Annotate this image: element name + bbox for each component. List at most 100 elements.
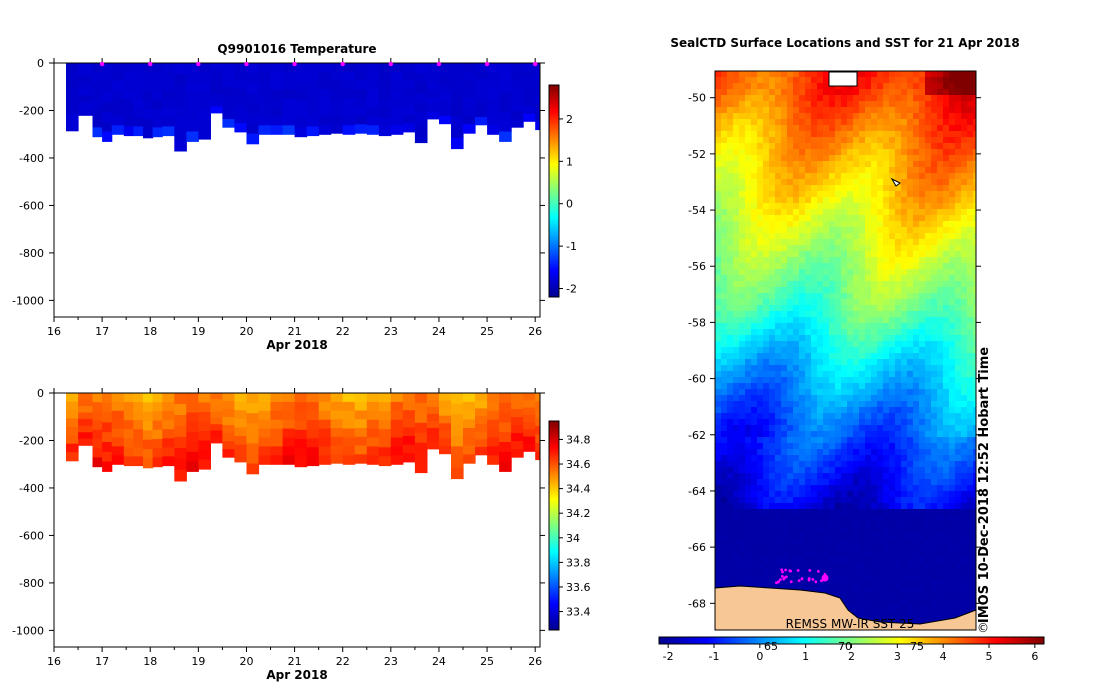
sst-cell [739,569,746,576]
sst-cell [799,329,806,336]
sst-cell [853,611,860,618]
sst-cell [967,305,974,312]
sst-cell [847,335,854,342]
sst-cell [943,275,950,282]
sst-cell [931,539,938,546]
sst-cell [775,551,782,558]
sst-cell [733,407,740,414]
sst-cell [907,419,914,426]
sst-cell [739,221,746,228]
sst-cell [961,251,968,258]
x-tick-label: 20 [239,325,253,338]
sst-cell [931,371,938,378]
sst-cell [871,383,878,390]
sst-cell [829,107,836,114]
sst-cell [961,587,968,594]
sst-cell [817,239,824,246]
sst-cell [853,389,860,396]
sst-cell [847,233,854,240]
sst-cell [745,377,752,384]
sst-cell [877,587,884,594]
sst-cell [781,401,788,408]
sst-cell [733,257,740,264]
sst-cell [919,425,926,432]
sst-cell [853,515,860,522]
profile-cell [123,117,134,127]
sst-cell [763,269,770,276]
sst-cell [919,563,926,570]
sst-cell [949,161,956,168]
sst-cell [937,95,944,102]
sst-cell [883,455,890,462]
profile-cell [306,117,320,127]
sst-cell [823,347,830,354]
sst-cell [865,317,872,324]
sst-cell [865,167,872,174]
sst-cell [973,587,977,594]
sst-cell [751,521,758,528]
sst-cell [889,77,896,84]
sst-cell [781,359,788,366]
sst-cell [949,569,956,576]
sst-cell [919,221,926,228]
sst-cell [847,491,854,498]
sst-cell [835,425,842,432]
sst-cell [781,95,788,102]
sst-cell [841,509,848,516]
sst-cell [853,359,860,366]
sst-cell [871,83,878,90]
sst-cell [793,317,800,324]
profile-cell [523,400,536,409]
sst-cell [823,509,830,516]
surface-marker [196,61,201,67]
sst-cell [871,137,878,144]
sst-cell [889,389,896,396]
sst-cell [787,341,794,348]
sst-cell [895,383,902,390]
sst-cell [781,485,788,492]
sst-cell [889,167,896,174]
sst-cell [871,209,878,216]
sst-cell [901,329,908,336]
sst-cell [727,455,734,462]
sst-cell [817,215,824,222]
sst-cell [889,353,896,360]
sst-cell [877,593,884,600]
sst-cell [973,95,977,102]
sst-cell [889,407,896,414]
sst-cell [961,287,968,294]
sst-cell [853,371,860,378]
sst-cell [931,293,938,300]
sst-cell [865,233,872,240]
profile-cell [222,111,235,120]
sst-cell [853,491,860,498]
sst-cell [889,185,896,192]
sst-cell [733,389,740,396]
sst-cell [859,521,866,528]
sst-cell [967,251,974,258]
sst-cell [937,383,944,390]
sst-cell [889,209,896,216]
sst-cell [901,239,908,246]
sst-cell [805,269,812,276]
sst-cell [919,371,926,378]
profile-cell [162,429,175,439]
sst-cell [925,113,932,120]
sst-cell [883,83,890,90]
sst-cell [865,71,872,78]
sst-cell [829,371,836,378]
sst-cell [799,545,806,552]
profile-cell [426,97,440,106]
sst-cell [925,389,932,396]
sst-cell [733,515,740,522]
sst-cell [937,371,944,378]
sst-cell [931,377,938,384]
sst-cell [895,137,902,144]
sst-cell [829,485,836,492]
profile-cell [426,406,440,415]
sst-cell [781,335,788,342]
sst-cell [793,407,800,414]
sst-cell [961,137,968,144]
plot-frame [53,392,541,648]
sst-cell [739,239,746,246]
